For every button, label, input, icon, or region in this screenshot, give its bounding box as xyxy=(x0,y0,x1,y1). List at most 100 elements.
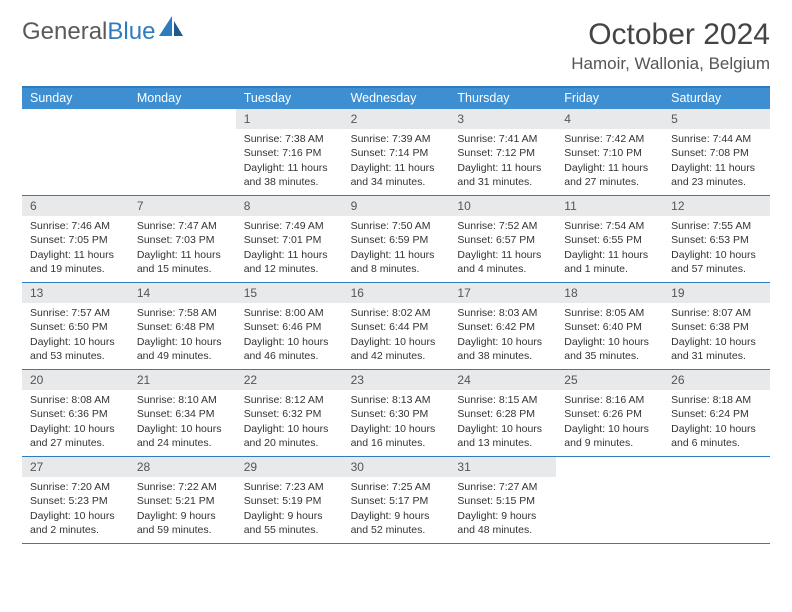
day-details: Sunrise: 7:57 AMSunset: 6:50 PMDaylight:… xyxy=(22,306,129,367)
day-details: Sunrise: 7:41 AMSunset: 7:12 PMDaylight:… xyxy=(449,132,556,193)
logo: GeneralBlue xyxy=(22,18,185,46)
detail-line: Sunrise: 7:52 AM xyxy=(457,219,548,233)
detail-line: Sunset: 6:59 PM xyxy=(351,233,442,247)
detail-line: Daylight: 10 hours xyxy=(351,422,442,436)
day-cell: 3 Sunrise: 7:41 AMSunset: 7:12 PMDaylight… xyxy=(449,109,556,195)
day-details: Sunrise: 7:58 AMSunset: 6:48 PMDaylight:… xyxy=(129,306,236,367)
day-details: Sunrise: 7:20 AMSunset: 5:23 PMDaylight:… xyxy=(22,480,129,541)
day-number: 11 xyxy=(556,196,663,216)
detail-line: and 55 minutes. xyxy=(244,523,335,537)
day-details: Sunrise: 7:47 AMSunset: 7:03 PMDaylight:… xyxy=(129,219,236,280)
day-cell: 7Sunrise: 7:47 AMSunset: 7:03 PMDaylight… xyxy=(129,196,236,282)
month-title: October 2024 xyxy=(571,18,770,52)
day-cell: 31Sunrise: 7:27 AMSunset: 5:15 PMDayligh… xyxy=(449,457,556,543)
day-number: 27 xyxy=(22,457,129,477)
detail-line: Daylight: 9 hours xyxy=(137,509,228,523)
day-cell: 22Sunrise: 8:12 AMSunset: 6:32 PMDayligh… xyxy=(236,370,343,456)
week-row: 27 Sunrise: 7:20 AMSunset: 5:23 PMDayligh… xyxy=(22,457,770,544)
day-cell: 14Sunrise: 7:58 AMSunset: 6:48 PMDayligh… xyxy=(129,283,236,369)
day-header: Saturday xyxy=(663,88,770,109)
detail-line: Sunset: 6:32 PM xyxy=(244,407,335,421)
day-number: 17 xyxy=(449,283,556,303)
location: Hamoir, Wallonia, Belgium xyxy=(571,54,770,74)
day-details: Sunrise: 8:18 AMSunset: 6:24 PMDaylight:… xyxy=(663,393,770,454)
day-cell: 17Sunrise: 8:03 AMSunset: 6:42 PMDayligh… xyxy=(449,283,556,369)
day-details: Sunrise: 8:10 AMSunset: 6:34 PMDaylight:… xyxy=(129,393,236,454)
day-number: 20 xyxy=(22,370,129,390)
detail-line: and 4 minutes. xyxy=(457,262,548,276)
detail-line: and 57 minutes. xyxy=(671,262,762,276)
day-cell: 23Sunrise: 8:13 AMSunset: 6:30 PMDayligh… xyxy=(343,370,450,456)
detail-line: Sunrise: 7:23 AM xyxy=(244,480,335,494)
day-details: Sunrise: 7:52 AMSunset: 6:57 PMDaylight:… xyxy=(449,219,556,280)
day-cell: 21Sunrise: 8:10 AMSunset: 6:34 PMDayligh… xyxy=(129,370,236,456)
detail-line: Sunset: 7:01 PM xyxy=(244,233,335,247)
day-details: Sunrise: 7:44 AMSunset: 7:08 PMDaylight:… xyxy=(663,132,770,193)
detail-line: Sunset: 6:24 PM xyxy=(671,407,762,421)
detail-line: and 23 minutes. xyxy=(671,175,762,189)
detail-line: Daylight: 10 hours xyxy=(671,335,762,349)
detail-line: Daylight: 11 hours xyxy=(137,248,228,262)
day-cell: 6Sunrise: 7:46 AMSunset: 7:05 PMDaylight… xyxy=(22,196,129,282)
day-number: 3 xyxy=(449,109,556,129)
detail-line: and 52 minutes. xyxy=(351,523,442,537)
day-number: 23 xyxy=(343,370,450,390)
day-number: 30 xyxy=(343,457,450,477)
day-cell xyxy=(663,457,770,543)
detail-line: Sunrise: 7:27 AM xyxy=(457,480,548,494)
day-cell: 2Sunrise: 7:39 AMSunset: 7:14 PMDaylight… xyxy=(343,109,450,195)
day-details: Sunrise: 7:22 AMSunset: 5:21 PMDaylight:… xyxy=(129,480,236,541)
detail-line: Daylight: 10 hours xyxy=(137,335,228,349)
detail-line: Sunrise: 7:58 AM xyxy=(137,306,228,320)
detail-line: Sunrise: 8:10 AM xyxy=(137,393,228,407)
detail-line: Daylight: 11 hours xyxy=(457,248,548,262)
day-details: Sunrise: 8:07 AMSunset: 6:38 PMDaylight:… xyxy=(663,306,770,367)
detail-line: Sunrise: 7:54 AM xyxy=(564,219,655,233)
detail-line: Sunset: 6:38 PM xyxy=(671,320,762,334)
detail-line: and 8 minutes. xyxy=(351,262,442,276)
detail-line: Sunrise: 8:05 AM xyxy=(564,306,655,320)
day-details: Sunrise: 8:16 AMSunset: 6:26 PMDaylight:… xyxy=(556,393,663,454)
detail-line: and 12 minutes. xyxy=(244,262,335,276)
day-header: Monday xyxy=(129,88,236,109)
day-number: 5 xyxy=(663,109,770,129)
day-header: Friday xyxy=(556,88,663,109)
detail-line: Sunrise: 7:39 AM xyxy=(351,132,442,146)
detail-line: Sunrise: 7:47 AM xyxy=(137,219,228,233)
day-details: Sunrise: 7:55 AMSunset: 6:53 PMDaylight:… xyxy=(663,219,770,280)
detail-line: Sunrise: 8:13 AM xyxy=(351,393,442,407)
detail-line: Sunrise: 7:38 AM xyxy=(244,132,335,146)
detail-line: Sunset: 7:08 PM xyxy=(671,146,762,160)
day-number: 16 xyxy=(343,283,450,303)
day-header-row: Sunday Monday Tuesday Wednesday Thursday… xyxy=(22,88,770,109)
logo-word2: Blue xyxy=(107,18,155,46)
day-details: Sunrise: 7:46 AMSunset: 7:05 PMDaylight:… xyxy=(22,219,129,280)
detail-line: and 27 minutes. xyxy=(30,436,121,450)
day-number: 4 xyxy=(556,109,663,129)
detail-line: Sunset: 7:12 PM xyxy=(457,146,548,160)
detail-line: Sunset: 7:14 PM xyxy=(351,146,442,160)
day-details: Sunrise: 7:54 AMSunset: 6:55 PMDaylight:… xyxy=(556,219,663,280)
day-cell: 25Sunrise: 8:16 AMSunset: 6:26 PMDayligh… xyxy=(556,370,663,456)
calendar: Sunday Monday Tuesday Wednesday Thursday… xyxy=(22,86,770,544)
day-details: Sunrise: 8:08 AMSunset: 6:36 PMDaylight:… xyxy=(22,393,129,454)
detail-line: Daylight: 10 hours xyxy=(457,335,548,349)
detail-line: Daylight: 10 hours xyxy=(30,509,121,523)
day-cell: 28Sunrise: 7:22 AMSunset: 5:21 PMDayligh… xyxy=(129,457,236,543)
detail-line: and 9 minutes. xyxy=(564,436,655,450)
detail-line: Daylight: 11 hours xyxy=(30,248,121,262)
day-details: Sunrise: 7:38 AMSunset: 7:16 PMDaylight:… xyxy=(236,132,343,193)
detail-line: Sunrise: 8:12 AM xyxy=(244,393,335,407)
detail-line: Sunset: 7:03 PM xyxy=(137,233,228,247)
day-number: 10 xyxy=(449,196,556,216)
day-cell: 8Sunrise: 7:49 AMSunset: 7:01 PMDaylight… xyxy=(236,196,343,282)
detail-line: Sunrise: 7:57 AM xyxy=(30,306,121,320)
detail-line: Sunset: 7:10 PM xyxy=(564,146,655,160)
day-number: 22 xyxy=(236,370,343,390)
day-cell: 26Sunrise: 8:18 AMSunset: 6:24 PMDayligh… xyxy=(663,370,770,456)
detail-line: Sunset: 5:19 PM xyxy=(244,494,335,508)
day-details: Sunrise: 7:23 AMSunset: 5:19 PMDaylight:… xyxy=(236,480,343,541)
day-cell: 12Sunrise: 7:55 AMSunset: 6:53 PMDayligh… xyxy=(663,196,770,282)
detail-line: and 46 minutes. xyxy=(244,349,335,363)
header: GeneralBlue October 2024 Hamoir, Walloni… xyxy=(22,18,770,74)
